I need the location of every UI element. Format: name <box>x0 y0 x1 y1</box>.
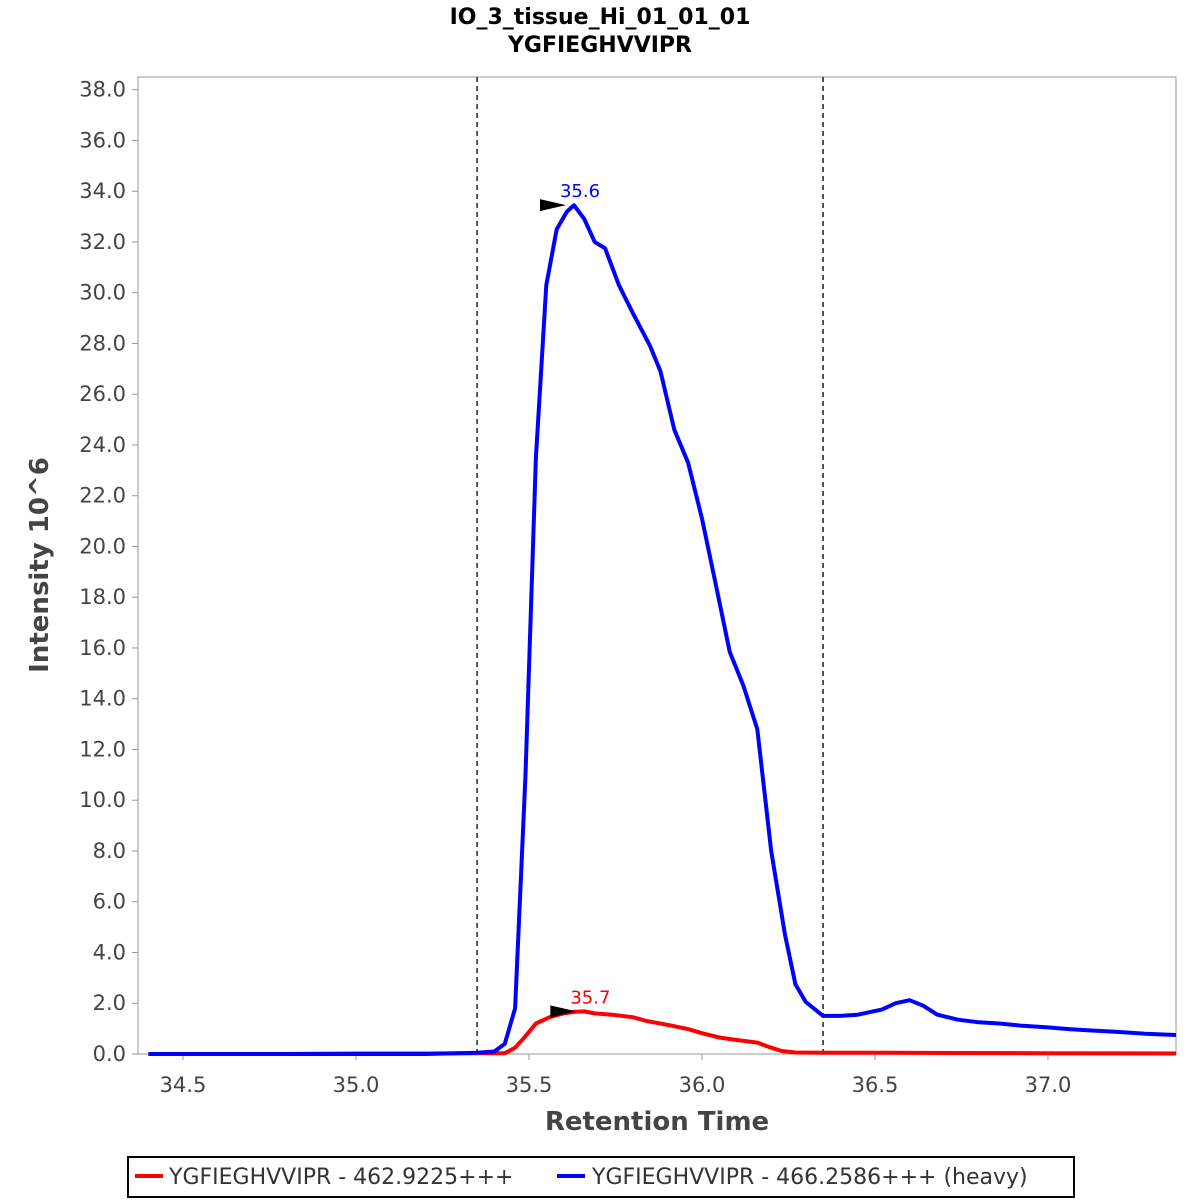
integration-boundaries <box>476 77 824 1054</box>
series-lines <box>148 203 1177 1056</box>
peak-markers: 35.7 35.6 <box>539 181 610 1018</box>
x-tick-label: 35.5 <box>506 1073 553 1097</box>
y-tick-label: 24.0 <box>79 433 126 457</box>
y-tick-label: 10.0 <box>79 788 126 812</box>
y-tick-label: 12.0 <box>79 737 126 761</box>
y-tick-label: 20.0 <box>79 534 126 558</box>
x-tick-label: 35.0 <box>333 1073 380 1097</box>
peak-label: 35.7 <box>570 987 610 1008</box>
peak-label: 35.6 <box>560 181 600 202</box>
y-tick-label: 4.0 <box>93 940 126 964</box>
x-tick-label: 36.0 <box>679 1073 726 1097</box>
x-tick-label: 37.0 <box>1025 1073 1072 1097</box>
legend-entry-light: YGFIEGHVVIPR - 462.9225+++ <box>168 1165 513 1190</box>
y-tick-label: 14.0 <box>79 687 126 711</box>
peak-arrow <box>550 1005 577 1018</box>
legend: YGFIEGHVVIPR - 462.9225+++ YGFIEGHVVIPR … <box>127 1156 1075 1198</box>
chart-title: IO_3_tissue_Hi_01_01_01 <box>450 5 751 30</box>
y-tick-label: 26.0 <box>79 382 126 406</box>
x-axis-label: Retention Time <box>545 1107 769 1137</box>
y-tick-label: 18.0 <box>79 585 126 609</box>
y-axis-label: Intensity 10^6 <box>25 457 55 673</box>
y-tick-label: 28.0 <box>79 331 126 355</box>
series-line-heavy <box>148 203 1177 1056</box>
y-tick-label: 8.0 <box>93 839 126 863</box>
y-tick-label: 30.0 <box>79 281 126 305</box>
y-tick-label: 32.0 <box>79 230 126 254</box>
y-tick-label: 36.0 <box>79 128 126 152</box>
peak-arrow <box>539 199 566 212</box>
chart-subtitle: YGFIEGHVVIPR <box>507 33 692 58</box>
legend-entry-heavy: YGFIEGHVVIPR - 466.2586+++ (heavy) <box>591 1165 1028 1190</box>
y-tick-label: 16.0 <box>79 636 126 660</box>
y-tick-label: 22.0 <box>79 484 126 508</box>
x-tick-label: 36.5 <box>852 1073 899 1097</box>
plot-area <box>137 76 1177 1055</box>
x-tick-label: 34.5 <box>160 1073 207 1097</box>
y-tick-label: 6.0 <box>93 890 126 914</box>
y-tick-label: 34.0 <box>79 179 126 203</box>
legend-box <box>127 1156 1075 1198</box>
y-tick-label: 0.0 <box>93 1042 126 1066</box>
x-axis: 34.5 35.0 35.5 36.0 36.5 37.0 <box>160 1054 1072 1097</box>
y-tick-label: 2.0 <box>93 991 126 1015</box>
y-tick-label: 38.0 <box>79 78 126 102</box>
y-axis: 0.0 2.0 4.0 6.0 8.0 10.0 12.0 14.0 16.0 18.0 20.0 2… <box>79 78 138 1066</box>
